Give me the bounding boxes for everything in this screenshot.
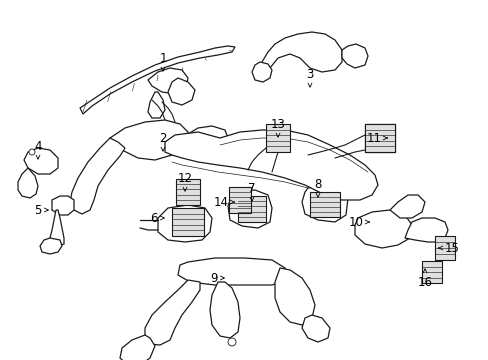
Polygon shape: [421, 261, 441, 283]
Circle shape: [29, 149, 35, 155]
Text: 8: 8: [314, 177, 321, 197]
Polygon shape: [168, 78, 195, 105]
Polygon shape: [176, 179, 200, 205]
Polygon shape: [24, 148, 58, 174]
Polygon shape: [434, 236, 454, 260]
Text: 11: 11: [366, 131, 386, 144]
Polygon shape: [80, 46, 235, 114]
Text: 13: 13: [270, 117, 285, 137]
Polygon shape: [238, 196, 265, 222]
Polygon shape: [265, 124, 289, 152]
Polygon shape: [52, 196, 74, 215]
Text: 12: 12: [177, 171, 192, 191]
Polygon shape: [40, 238, 62, 254]
Polygon shape: [184, 126, 227, 148]
Polygon shape: [18, 168, 38, 198]
Text: 7: 7: [248, 181, 255, 201]
Polygon shape: [354, 210, 411, 248]
Text: 16: 16: [417, 269, 431, 288]
Polygon shape: [172, 208, 203, 236]
Polygon shape: [50, 210, 64, 246]
Polygon shape: [364, 124, 394, 152]
Polygon shape: [389, 195, 424, 218]
Polygon shape: [178, 258, 285, 285]
Text: 3: 3: [305, 68, 313, 87]
Polygon shape: [70, 138, 125, 214]
Polygon shape: [260, 32, 341, 72]
Polygon shape: [404, 218, 447, 242]
Text: 14: 14: [213, 195, 234, 208]
Polygon shape: [227, 190, 271, 228]
Polygon shape: [164, 130, 377, 200]
Polygon shape: [341, 44, 367, 68]
Text: 2: 2: [159, 131, 166, 151]
Text: 15: 15: [438, 242, 459, 255]
Text: 5: 5: [34, 203, 48, 216]
Text: 1: 1: [159, 51, 166, 71]
Polygon shape: [228, 187, 250, 213]
Polygon shape: [309, 192, 339, 216]
Polygon shape: [148, 92, 164, 118]
Text: 10: 10: [348, 216, 368, 229]
Polygon shape: [302, 185, 347, 222]
Polygon shape: [209, 282, 240, 338]
Polygon shape: [148, 68, 187, 94]
Polygon shape: [120, 335, 155, 360]
Polygon shape: [158, 205, 212, 242]
Polygon shape: [302, 315, 329, 342]
Text: 6: 6: [150, 212, 164, 225]
Text: 9: 9: [210, 271, 224, 284]
Polygon shape: [145, 280, 200, 345]
Text: 4: 4: [34, 140, 41, 159]
Polygon shape: [251, 62, 271, 82]
Polygon shape: [274, 268, 314, 325]
Circle shape: [227, 338, 236, 346]
Polygon shape: [110, 120, 187, 160]
